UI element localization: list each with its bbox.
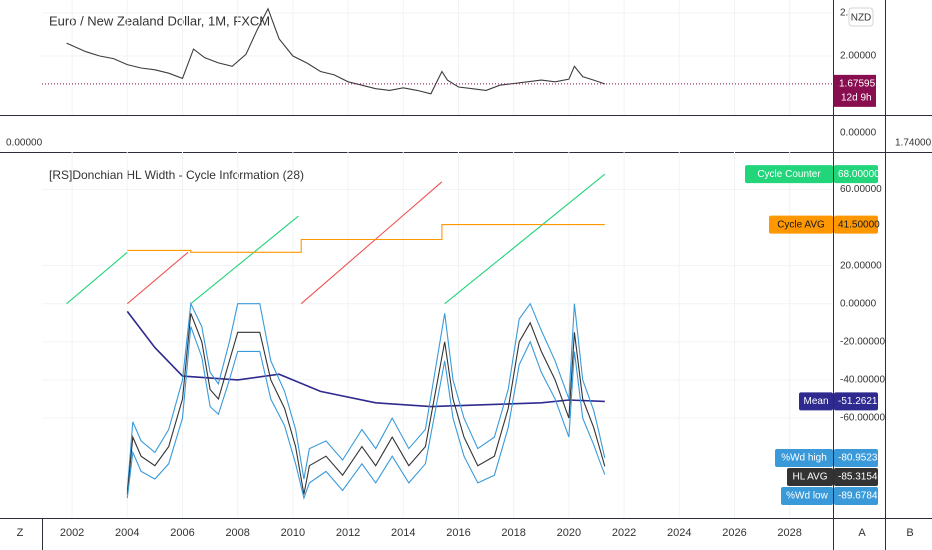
series-tag-value: 41.50000 xyxy=(838,219,880,230)
series-line xyxy=(126,313,606,495)
series-line xyxy=(126,310,605,408)
x-tick-label: 2002 xyxy=(60,527,84,539)
series-tag-name-box xyxy=(781,486,833,505)
x-tick-label: 2004 xyxy=(115,527,139,539)
series-line xyxy=(66,7,605,95)
series-tag-value: -85.31540 xyxy=(838,472,883,483)
y-tick-label: 0.00000 xyxy=(840,298,877,309)
series-tag-value: -89.67841 xyxy=(838,491,883,502)
indicator-title: [RS]Donchian HL Width - Cycle Informatio… xyxy=(49,168,304,182)
y-tick-label: 60.00000 xyxy=(840,184,882,195)
y-tick-label: -20.00000 xyxy=(840,336,885,347)
y-tick-label: 2.00000 xyxy=(840,51,877,62)
series-tag-value: 68.00000 xyxy=(838,169,880,180)
last-price-tag xyxy=(834,74,876,107)
series-line xyxy=(66,173,606,305)
symbol-title: Euro / New Zealand Dollar, 1M, FXCM xyxy=(49,13,270,28)
middle-axis-label: 1.74000 xyxy=(895,138,932,149)
x-tick-label: 2018 xyxy=(501,527,525,539)
currency-box xyxy=(848,7,874,27)
y-tick-label: -60.00000 xyxy=(840,413,885,424)
series-tag-value-box xyxy=(834,486,878,505)
series-line xyxy=(126,301,606,491)
currency: NZD xyxy=(851,13,872,24)
series-tag-name: Cycle AVG xyxy=(777,219,825,230)
series-tag-name: %Wd low xyxy=(786,491,828,502)
middle-axis-label: 0.00000 xyxy=(840,128,877,139)
series-line xyxy=(126,181,443,305)
series-tag-name: %Wd high xyxy=(781,453,827,464)
x-tick-label: 2008 xyxy=(225,527,249,539)
series-tag-name-box xyxy=(775,448,833,467)
bottom-button[interactable]: A xyxy=(858,527,866,539)
series-tag-value-box xyxy=(834,392,878,411)
last-price-label: 1.67595 xyxy=(839,79,876,90)
series-tag-value-box xyxy=(834,467,878,486)
series-tag-value-box xyxy=(834,165,878,184)
series-tag-name-box xyxy=(769,215,833,234)
x-tick-label: 2028 xyxy=(777,527,801,539)
x-tick-label: 2026 xyxy=(722,527,746,539)
x-tick-label: 2020 xyxy=(557,527,581,539)
countdown: 12d 9h xyxy=(841,93,872,104)
x-tick-label: 2016 xyxy=(446,527,470,539)
series-tag-name: HL AVG xyxy=(792,472,827,483)
y-tick-label: 2.5 xyxy=(840,8,854,19)
x-tick-label: 2010 xyxy=(281,527,305,539)
x-tick-label: 2006 xyxy=(170,527,194,539)
middle-left-label: 0.00000 xyxy=(6,138,43,149)
x-tick-label: 2022 xyxy=(612,527,636,539)
series-line xyxy=(126,326,606,501)
series-tag-name: Cycle Counter xyxy=(757,169,821,180)
series-tag-value: -80.95238 xyxy=(838,453,883,464)
bottom-button[interactable]: Z xyxy=(17,527,24,539)
y-tick-label: 20.00000 xyxy=(840,260,882,271)
bottom-button[interactable]: B xyxy=(906,527,913,539)
series-tag-name: Mean xyxy=(803,396,828,407)
x-tick-label: 2012 xyxy=(336,527,360,539)
x-tick-label: 2014 xyxy=(391,527,415,539)
y-tick-label: -40.00000 xyxy=(840,375,885,386)
series-tag-name-box xyxy=(787,467,833,486)
series-tag-name-box xyxy=(745,165,833,184)
series-tag-name-box xyxy=(799,392,833,411)
series-line xyxy=(127,224,605,253)
series-tag-value: -51.26212 xyxy=(838,396,883,407)
x-tick-label: 2024 xyxy=(667,527,691,539)
series-tag-value-box xyxy=(834,215,878,234)
series-tag-value-box xyxy=(834,448,878,467)
